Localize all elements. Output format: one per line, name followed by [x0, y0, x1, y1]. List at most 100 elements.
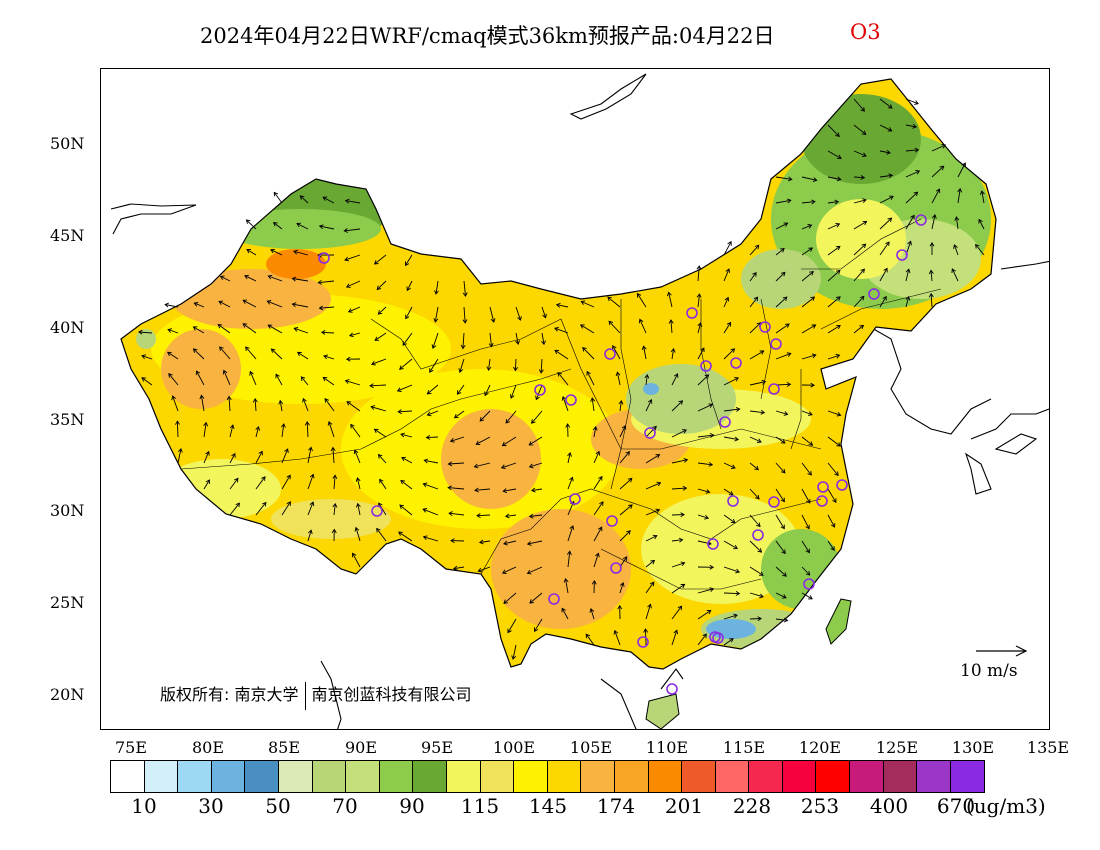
wind-arrow-head [780, 468, 786, 474]
wind-arrow [723, 638, 734, 646]
colorbar-cell [850, 761, 884, 792]
wind-arrow-head [355, 502, 361, 508]
wind-arrow-head [913, 191, 919, 197]
wind-arrow-head [705, 489, 711, 494]
wind-arrow-head [531, 419, 536, 424]
wind-arrow [879, 241, 890, 256]
wind-arrow [527, 540, 543, 545]
wind-arrow [271, 348, 283, 360]
city-marker [868, 288, 880, 300]
wind-arrow [220, 275, 231, 282]
wind-arrow [775, 462, 786, 474]
wind-arrow-head [405, 261, 410, 267]
wind-arrow-head [261, 476, 266, 481]
wind-arrow [697, 322, 702, 334]
wind-arrow [561, 608, 569, 620]
wind-arrow-head [322, 376, 328, 382]
wind-arrow-head [538, 369, 544, 374]
wind-arrow [399, 358, 413, 370]
wind-arrow-head [324, 397, 329, 403]
wind-arrow-head [246, 249, 252, 254]
colorbar-label: 174 [596, 794, 636, 818]
wind-arrow [141, 355, 153, 360]
wind-arrow-head [782, 296, 788, 302]
wind-arrow-head [618, 399, 624, 405]
wind-arrow [645, 560, 655, 568]
wind-arrow [515, 306, 521, 321]
wind-arrow-head [761, 379, 767, 385]
wind-arrow [749, 381, 766, 386]
wind-arrow [217, 324, 231, 334]
wind-arrow [454, 410, 465, 419]
wind-arrow-head [267, 324, 273, 329]
wind-arrow [376, 280, 387, 290]
wind-arrow-head [401, 456, 406, 462]
colorbar-cell [816, 761, 851, 792]
wind-arrow-head [528, 513, 534, 519]
wind-arrow [275, 374, 283, 386]
wind-arrow-head [219, 275, 225, 281]
lon-label-95e: 95E [420, 738, 454, 757]
wind-arrow [474, 488, 491, 491]
wind-arrow [585, 633, 595, 646]
wind-arrow-head [500, 464, 506, 470]
wind-arrow-head [862, 220, 868, 226]
wind-arrow [593, 451, 600, 464]
wind-arrow-head [708, 403, 714, 408]
wind-arrow [229, 424, 234, 438]
map-canvas [110, 73, 1049, 729]
wind-arrow-head [347, 308, 353, 313]
wind-arrow-head [907, 240, 912, 246]
wind-arrow [905, 215, 915, 230]
wind-arrow [645, 482, 661, 490]
wind-arrow [294, 327, 309, 334]
wind-arrow [405, 306, 413, 319]
wind-arrow-head [242, 323, 248, 328]
wind-arrow [645, 454, 660, 464]
wind-arrow [293, 250, 309, 256]
wind-arrow-head [507, 628, 512, 634]
wind-arrow-head [735, 568, 741, 574]
wind-arrow [645, 581, 655, 594]
wind-arrow-head [291, 302, 297, 308]
wind-arrow-head [652, 425, 657, 431]
wind-arrow-head [503, 540, 508, 546]
city-marker [534, 384, 546, 396]
copyright-org-2: 南京创蓝科技有限公司 [311, 685, 472, 704]
wind-arrow [723, 297, 729, 308]
wind-arrow-head [589, 607, 595, 613]
wind-arrow-head [882, 295, 887, 301]
wind-arrow [879, 268, 888, 282]
wind-arrow [590, 608, 595, 620]
wind-arrow-head [886, 149, 891, 155]
wind-arrow-head [350, 423, 355, 429]
wind-arrow [775, 618, 788, 621]
city-marker [644, 427, 656, 439]
wind-arrow [671, 400, 683, 412]
wind-arrow [853, 176, 865, 179]
wind-arrow-head [683, 457, 689, 463]
wind-arrow [501, 462, 517, 469]
wind-arrow-head [479, 416, 485, 422]
wind-arrow [723, 462, 736, 469]
wind-arrow-head [433, 318, 439, 323]
wind-arrow [749, 272, 757, 282]
wind-arrow [172, 395, 179, 412]
wind-arrow [616, 372, 621, 386]
wind-arrow [319, 306, 335, 309]
city-marker [700, 360, 712, 372]
wind-arrow-head [655, 454, 661, 459]
wind-arrow [426, 436, 439, 439]
wind-arrow-head [399, 504, 404, 510]
wind-arrow [775, 272, 786, 282]
wind-arrow-head [912, 123, 918, 129]
wind-arrow-head [370, 405, 376, 410]
wind-arrow [697, 265, 700, 282]
wind-arrow-head [759, 593, 764, 599]
wind-arrow-head [501, 441, 507, 447]
wind-arrow [531, 410, 543, 424]
wind-arrow [514, 358, 517, 371]
wind-arrow-head [234, 477, 239, 483]
wind-arrow [541, 306, 547, 318]
wind-arrow-head [244, 274, 249, 280]
